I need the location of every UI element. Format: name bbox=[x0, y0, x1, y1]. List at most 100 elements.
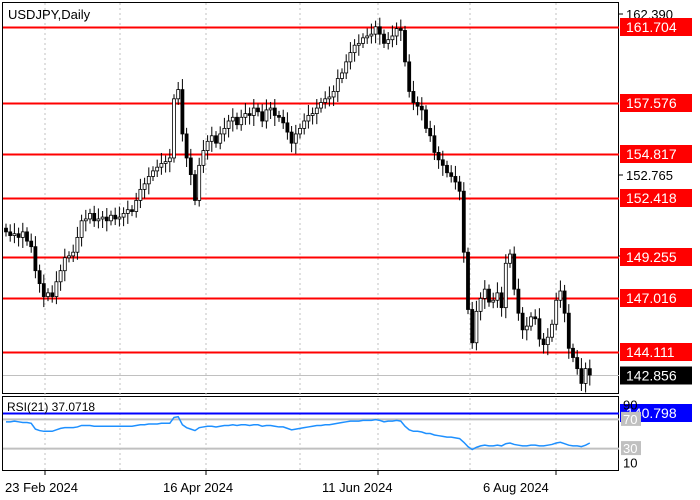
candle-body bbox=[571, 347, 575, 358]
candle-body bbox=[558, 290, 563, 301]
candles bbox=[4, 17, 592, 393]
candle-body bbox=[83, 218, 88, 222]
candle-body bbox=[121, 212, 126, 218]
candle-body bbox=[310, 113, 315, 116]
candle-body bbox=[356, 42, 361, 46]
candle-body bbox=[403, 30, 407, 63]
candle-body bbox=[541, 338, 546, 346]
candle-body bbox=[407, 61, 412, 92]
candle-body bbox=[579, 368, 584, 384]
candle-body bbox=[104, 216, 109, 222]
candle-body bbox=[113, 214, 118, 220]
level-label-bg bbox=[620, 145, 692, 163]
candle-body bbox=[331, 91, 336, 98]
candle-body bbox=[520, 312, 525, 331]
level-label: 144.111 bbox=[626, 344, 675, 360]
candle-body bbox=[373, 26, 378, 35]
level-label-bg bbox=[620, 18, 692, 36]
level-label: 154.817 bbox=[626, 146, 677, 162]
rsi-line bbox=[6, 415, 591, 451]
current-price-label: 142.856 bbox=[626, 368, 677, 384]
candle-body bbox=[209, 135, 214, 142]
current-price-label-bg bbox=[620, 366, 692, 385]
level-label-bg bbox=[620, 248, 692, 266]
candle-body bbox=[180, 89, 185, 135]
candle-body bbox=[226, 120, 231, 129]
candle-body bbox=[491, 299, 496, 303]
candle-body bbox=[550, 323, 554, 338]
candle-body bbox=[293, 133, 298, 144]
candle-body bbox=[50, 292, 55, 297]
candle-body bbox=[398, 28, 403, 31]
candle-body bbox=[575, 357, 580, 370]
candle-body bbox=[272, 107, 277, 116]
rsi-label: RSI(21) 37.0718 bbox=[7, 400, 95, 414]
candle-body bbox=[335, 78, 340, 92]
candle-body bbox=[33, 246, 38, 272]
candle-body bbox=[41, 283, 46, 297]
candle-body bbox=[92, 212, 97, 222]
rsi-axis-label: 90 bbox=[623, 397, 637, 412]
candle-body bbox=[58, 270, 63, 283]
candle-body bbox=[188, 157, 193, 175]
candle-body bbox=[71, 251, 76, 257]
candle-body bbox=[205, 140, 210, 151]
candle-body bbox=[96, 218, 101, 222]
candle-body bbox=[239, 116, 244, 126]
candle-body bbox=[314, 107, 319, 115]
price-axis: 162.390152.765147.980161.704157.576154.8… bbox=[619, 7, 692, 471]
level-label-bg bbox=[620, 189, 692, 207]
candle-body bbox=[151, 170, 155, 177]
candle-body bbox=[67, 255, 71, 259]
candle-body bbox=[440, 159, 445, 166]
candle-body bbox=[285, 122, 290, 133]
candle-body bbox=[516, 288, 521, 314]
candle-body bbox=[247, 113, 252, 116]
candle-body bbox=[587, 368, 592, 376]
candle-body bbox=[193, 174, 197, 201]
rsi-level-label-bg bbox=[621, 441, 641, 456]
candle-body bbox=[449, 172, 454, 177]
candle-body bbox=[8, 231, 13, 236]
candle-body bbox=[306, 115, 311, 122]
candle-body bbox=[369, 33, 374, 37]
candle-body bbox=[361, 37, 365, 44]
candle-body bbox=[327, 96, 332, 100]
rsi-level-label-bg bbox=[621, 411, 641, 426]
rsi-indicator bbox=[3, 415, 619, 451]
candle-body bbox=[109, 214, 113, 222]
candle-body bbox=[138, 188, 143, 201]
candle-body bbox=[545, 336, 550, 346]
candle-body bbox=[243, 113, 248, 118]
level-label: 149.255 bbox=[626, 249, 677, 265]
level-label: 147.016 bbox=[626, 290, 677, 306]
candle-body bbox=[503, 262, 508, 309]
candle-body bbox=[377, 26, 382, 35]
rsi-axis-label: 30 bbox=[623, 441, 637, 456]
price-levels bbox=[3, 26, 619, 415]
candle-body bbox=[88, 212, 92, 220]
level-label-bg bbox=[620, 289, 692, 307]
rsi-panel[interactable] bbox=[2, 396, 619, 471]
candle-body bbox=[184, 133, 189, 159]
x-tick-label: 23 Feb 2024 bbox=[5, 480, 78, 495]
candle-body bbox=[382, 33, 386, 44]
candle-body bbox=[453, 176, 458, 183]
candle-body bbox=[537, 318, 542, 340]
candle-body bbox=[4, 227, 8, 233]
candle-body bbox=[508, 253, 512, 264]
candle-body bbox=[474, 310, 479, 344]
candle-body bbox=[159, 163, 164, 168]
candle-body bbox=[222, 127, 227, 135]
level-label: 157.576 bbox=[626, 95, 677, 111]
candle-body bbox=[155, 166, 160, 172]
candle-body bbox=[54, 281, 59, 297]
candle-body bbox=[554, 299, 559, 325]
candle-body bbox=[482, 288, 487, 299]
candle-body bbox=[390, 35, 395, 41]
time-axis: 23 Feb 2024 16 Apr 2024 11 Jun 2024 6 Aug 2… bbox=[5, 470, 557, 495]
candle-body bbox=[12, 233, 17, 236]
candle-body bbox=[495, 292, 500, 301]
candle-body bbox=[256, 107, 260, 113]
